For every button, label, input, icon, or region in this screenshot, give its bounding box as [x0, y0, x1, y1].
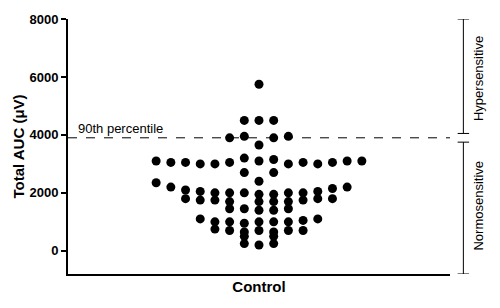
svg-text:2000: 2000 — [29, 185, 58, 200]
svg-text:Normosensitive: Normosensitive — [471, 161, 486, 251]
svg-text:4000: 4000 — [29, 127, 58, 142]
svg-text:Total AUC (μV): Total AUC (μV) — [10, 94, 27, 198]
svg-text:90th percentile: 90th percentile — [78, 121, 163, 136]
svg-text:6000: 6000 — [29, 70, 58, 85]
svg-text:Control: Control — [232, 278, 285, 295]
svg-text:Hypersensitive: Hypersensitive — [471, 36, 486, 121]
svg-text:0: 0 — [51, 243, 58, 258]
svg-text:8000: 8000 — [29, 12, 58, 27]
